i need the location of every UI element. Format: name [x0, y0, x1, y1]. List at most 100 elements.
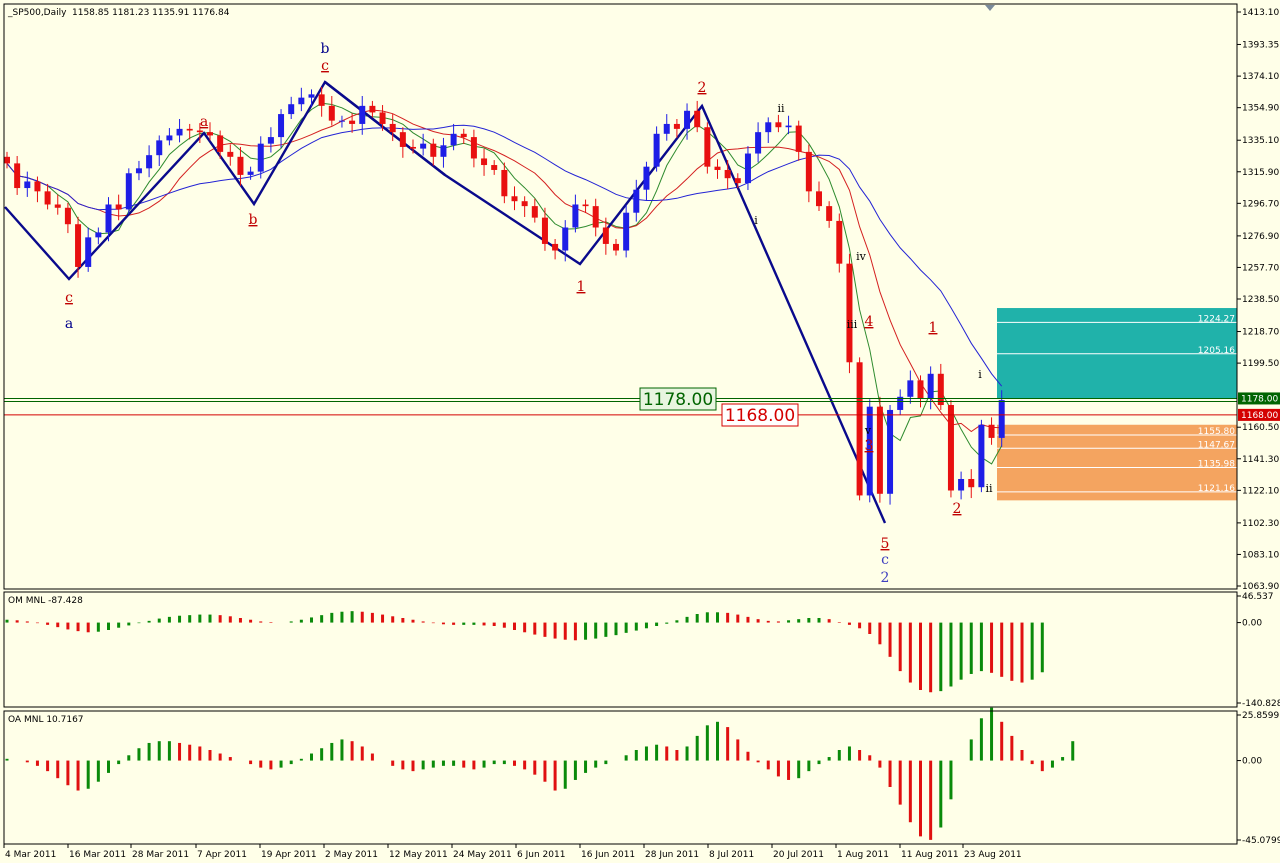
x-tick-label: 28 Jun 2011	[645, 850, 699, 860]
candle	[227, 144, 234, 166]
candle	[592, 198, 599, 237]
wave-label: 2	[953, 501, 962, 517]
candle	[146, 145, 153, 178]
candle	[125, 168, 132, 215]
candle	[947, 400, 954, 498]
y-tick-label: 1413.10	[1242, 8, 1279, 18]
y-tick-label: 1160.50	[1242, 423, 1279, 433]
candle-body	[410, 146, 416, 149]
candle	[369, 100, 376, 118]
candle	[552, 239, 559, 260]
zone-0	[997, 308, 1237, 399]
indicator-tick-label: 46.537	[1242, 592, 1274, 602]
indicator-tick-label: 0.00	[1242, 619, 1262, 629]
y-tick-label: 1141.30	[1242, 455, 1279, 465]
candle-body	[24, 181, 31, 189]
candle	[805, 144, 812, 203]
candle	[359, 95, 366, 135]
candle-body	[288, 104, 295, 115]
indicator-tick-label: 25.8599	[1242, 711, 1279, 721]
candle	[176, 119, 183, 143]
candle	[44, 183, 51, 210]
candle-body	[501, 169, 508, 197]
candle-body	[947, 405, 954, 491]
oa-pane-border	[3, 710, 1238, 845]
candle-body	[521, 201, 528, 207]
y-tick-label: 1393.35	[1242, 40, 1279, 50]
wave-label: b	[249, 212, 258, 228]
scroll-marker-icon[interactable]	[985, 5, 995, 11]
indicators-layer: 46.537 0.00 -140.828 25.8599 0.00 -45.0799	[5, 592, 1280, 846]
candle-body	[125, 173, 132, 210]
candle	[420, 133, 427, 156]
candle-body	[64, 207, 71, 225]
x-tick-label: 1 Aug 2011	[837, 850, 889, 860]
candle	[318, 86, 325, 117]
candle	[988, 417, 995, 445]
candle	[866, 399, 873, 503]
candle	[430, 138, 437, 166]
zone-line-label: 1121.16	[1198, 484, 1235, 494]
candle-body	[734, 178, 741, 184]
candle	[826, 201, 833, 228]
level-box-1	[721, 403, 799, 427]
wave-lines	[4, 80, 887, 524]
candle-body	[481, 158, 488, 166]
level-axis-tag-label-0: 1178.00	[1241, 394, 1278, 404]
candle	[572, 194, 579, 233]
candle	[166, 128, 173, 146]
candle-body	[988, 424, 995, 438]
candle-body	[765, 122, 772, 133]
candle	[602, 217, 609, 255]
candle	[562, 220, 569, 262]
x-tick-label: 16 Mar 2011	[69, 850, 126, 860]
wave-label: iii	[847, 318, 858, 331]
level-box-label-0: 1178.00	[643, 390, 713, 410]
candle-body	[775, 122, 782, 128]
wave-label: c	[881, 552, 889, 568]
candle	[836, 213, 843, 273]
candle-body	[176, 128, 183, 136]
candle-body	[308, 94, 315, 98]
candle-body	[105, 204, 112, 233]
candle-body	[338, 120, 345, 122]
candle-body	[673, 123, 680, 129]
wave-label: 1	[577, 279, 586, 295]
level-axis-tag-label-1: 1168.00	[1241, 411, 1278, 421]
zone-line-label: 1155.80	[1198, 427, 1235, 437]
ohlc-readout: 1158.85 1181.23 1135.91 1176.84	[72, 8, 230, 18]
oa-indicator-name: OA MNL 10.7167	[8, 715, 84, 725]
candle	[64, 202, 71, 234]
y-tick-label: 1276.90	[1242, 232, 1279, 242]
candle	[613, 239, 619, 256]
candle-body	[460, 133, 467, 138]
candle	[734, 173, 741, 189]
candle	[14, 155, 21, 195]
chart-title: _SP500,Daily	[7, 8, 67, 18]
candle-body	[876, 406, 883, 494]
x-tick-label: 8 Jul 2011	[709, 850, 754, 860]
y-tick-label: 1315.90	[1242, 168, 1279, 178]
candle	[633, 179, 640, 222]
candle	[481, 148, 488, 176]
candle-body	[724, 169, 731, 179]
candle	[440, 137, 447, 168]
candle-body	[420, 143, 427, 149]
wave-label: a	[65, 316, 73, 332]
wave-label: iv	[856, 250, 867, 263]
candle	[714, 159, 721, 179]
candle-body	[866, 406, 873, 496]
candle-body	[115, 204, 122, 210]
y-tick-label: 1199.50	[1242, 359, 1279, 369]
candle	[694, 100, 701, 133]
zone-1	[997, 424, 1237, 501]
candle	[704, 122, 711, 174]
candle	[54, 194, 61, 215]
candle	[795, 120, 802, 161]
candle	[399, 127, 406, 158]
candle	[288, 96, 295, 120]
x-tick-label: 16 Jun 2011	[581, 850, 635, 860]
candle-body	[44, 191, 51, 205]
candle-body	[541, 217, 548, 244]
